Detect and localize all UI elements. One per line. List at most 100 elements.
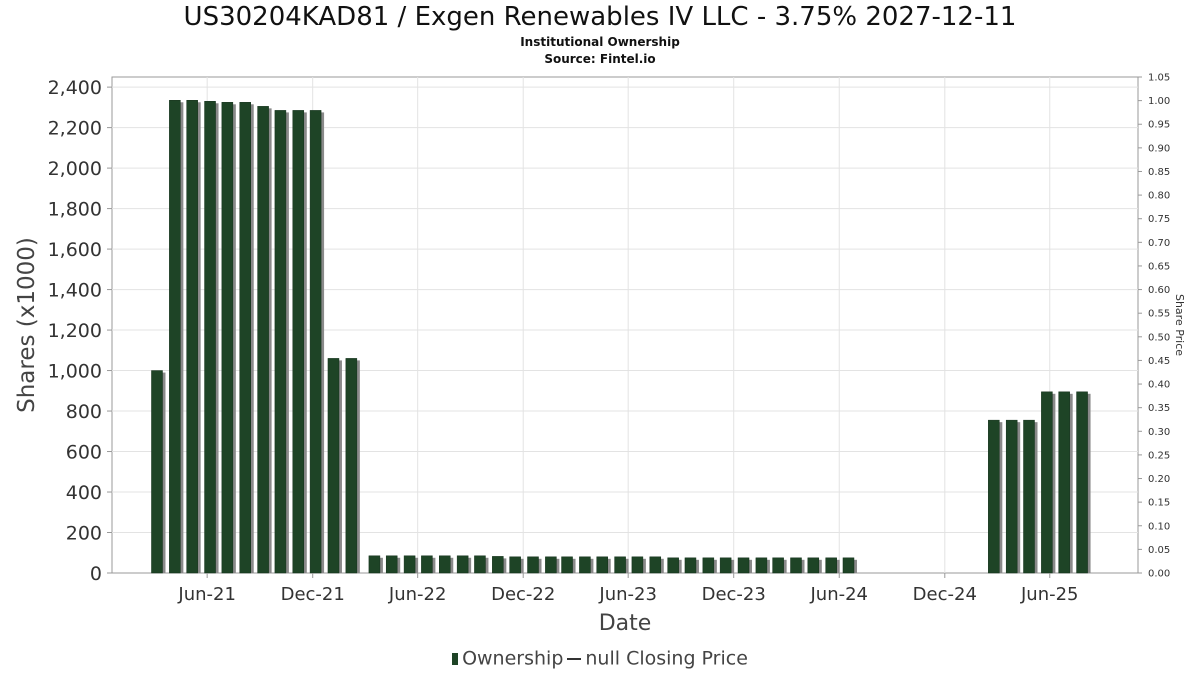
- y2-tick-label: 0.30: [1148, 427, 1170, 438]
- bar: [456, 555, 469, 574]
- y2-tick-label: 1.05: [1148, 73, 1170, 84]
- y2-tick-label: 0.60: [1148, 285, 1170, 296]
- bar: [1058, 391, 1070, 574]
- bar: [169, 100, 181, 574]
- y2-tick-label: 0.00: [1148, 569, 1170, 580]
- y2-tick-label: 0.15: [1148, 498, 1170, 509]
- bar: [755, 557, 768, 574]
- bar: [368, 555, 381, 574]
- y-tick-label: 2,400: [48, 77, 102, 99]
- bar: [221, 102, 234, 574]
- bar: [561, 556, 573, 574]
- x-tick-label: Dec-23: [702, 584, 766, 605]
- bar: [649, 556, 662, 574]
- bar: [988, 419, 1000, 574]
- bar: [204, 101, 216, 574]
- y-tick-label: 2,200: [48, 118, 102, 140]
- bar: [684, 557, 697, 574]
- ownership-legend-swatch: [452, 652, 459, 665]
- bar: [292, 110, 305, 574]
- x-tick-label: Jun-21: [177, 584, 236, 605]
- bar: [345, 358, 358, 574]
- x-tick-label: Jun-22: [388, 584, 447, 605]
- y-tick-label: 2,000: [48, 158, 102, 180]
- bar: [421, 555, 433, 574]
- chart-source: Source: Fintel.io: [544, 52, 656, 66]
- y2-axis-ticks: 0.00 0.05 0.10 0.15 0.20 0.25 0.30 0.35 0.40 0.45…: [1138, 73, 1170, 580]
- bar: [702, 557, 715, 574]
- chart-subtitle: Institutional Ownership: [520, 35, 680, 49]
- bar: [825, 557, 837, 574]
- x-axis-label: Date: [599, 611, 652, 636]
- x-tick-label: Dec-22: [491, 584, 555, 605]
- bar: [596, 556, 608, 574]
- y2-axis-label: Share Price: [1173, 294, 1186, 356]
- x-tick-label: Jun-24: [809, 584, 868, 605]
- bars: [151, 100, 1091, 574]
- legend-closing-price-label: null Closing Price: [585, 647, 748, 670]
- y2-tick-label: 0.35: [1148, 403, 1170, 414]
- bar: [327, 358, 340, 574]
- bar: [790, 557, 802, 574]
- bar: [667, 557, 679, 574]
- bar: [309, 110, 322, 574]
- y-tick-label: 1,200: [48, 320, 102, 342]
- bar: [474, 555, 486, 574]
- bar: [842, 557, 855, 574]
- y2-tick-label: 0.75: [1148, 214, 1170, 225]
- bar: [527, 556, 539, 574]
- bar: [186, 100, 198, 574]
- y-tick-label: 1,600: [48, 239, 102, 261]
- y-tick-label: 1,400: [48, 280, 102, 302]
- bar: [719, 557, 732, 574]
- y-tick-label: 600: [66, 442, 102, 464]
- x-axis-ticks: Jun-21 Dec-21 Jun-22 Dec-22 Jun-23 Dec-23 Jun-…: [177, 573, 1079, 605]
- y2-tick-label: 0.90: [1148, 143, 1170, 154]
- bar: [1076, 391, 1088, 574]
- y2-tick-label: 0.95: [1148, 120, 1170, 131]
- y2-tick-label: 1.00: [1148, 96, 1170, 107]
- bar: [614, 556, 626, 574]
- y2-tick-label: 0.05: [1148, 545, 1170, 556]
- y2-tick-label: 0.20: [1148, 474, 1170, 485]
- bar: [772, 557, 784, 574]
- bar: [1005, 419, 1018, 574]
- bar: [737, 557, 750, 574]
- chart-title: US30204KAD81 / Exgen Renewables IV LLC -…: [183, 2, 1017, 32]
- bar: [151, 370, 163, 574]
- y2-tick-label: 0.25: [1148, 450, 1170, 461]
- y2-tick-label: 0.65: [1148, 261, 1170, 272]
- bar: [257, 106, 269, 574]
- closing-price-legend-line: [567, 657, 582, 660]
- y-tick-label: 800: [66, 401, 102, 423]
- y-tick-label: 400: [66, 482, 102, 504]
- y2-tick-label: 0.50: [1148, 332, 1170, 343]
- bar: [807, 557, 820, 574]
- x-tick-label: Dec-24: [913, 584, 977, 605]
- bar: [509, 556, 521, 574]
- bar: [403, 555, 416, 574]
- y-tick-label: 0: [90, 563, 102, 585]
- bar: [579, 556, 591, 574]
- y2-tick-label: 0.45: [1148, 356, 1170, 367]
- y-tick-label: 1,800: [48, 199, 102, 221]
- bar: [385, 555, 398, 574]
- bar: [631, 556, 644, 574]
- bar: [1041, 391, 1053, 574]
- x-tick-label: Dec-21: [281, 584, 345, 605]
- y2-tick-label: 0.40: [1148, 380, 1170, 391]
- bar: [239, 102, 251, 574]
- bar: [274, 110, 287, 574]
- bar: [492, 556, 504, 574]
- y2-tick-label: 0.10: [1148, 521, 1170, 532]
- bar: [439, 555, 451, 574]
- y-tick-label: 1,000: [48, 361, 102, 383]
- y2-tick-label: 0.80: [1148, 191, 1170, 202]
- y-axis-ticks: 0 200 400 600 800 1,000 1,200 1,400 1,600 1,800 2,…: [48, 77, 112, 585]
- bar: [1023, 419, 1035, 574]
- y2-tick-label: 0.55: [1148, 309, 1170, 320]
- y-tick-label: 200: [66, 523, 102, 545]
- x-tick-label: Jun-23: [598, 584, 657, 605]
- y2-tick-label: 0.70: [1148, 238, 1170, 249]
